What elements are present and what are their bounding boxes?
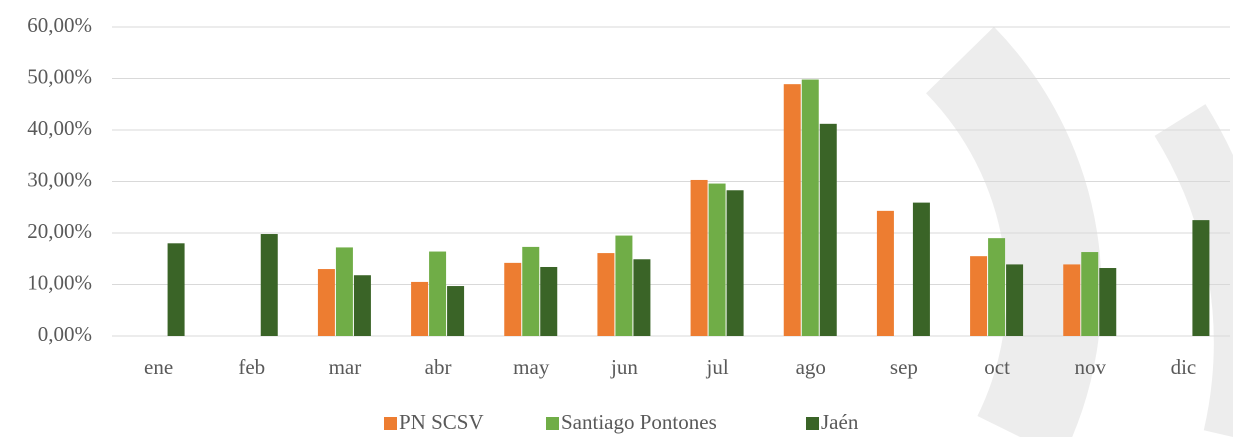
decoration xyxy=(1154,104,1233,437)
bar xyxy=(597,253,615,336)
x-tick-label: ago xyxy=(796,355,826,379)
bar xyxy=(690,179,708,336)
bar xyxy=(260,234,278,336)
bar xyxy=(1081,252,1099,336)
decoration xyxy=(925,26,1102,437)
bar xyxy=(447,286,465,336)
bar xyxy=(819,123,837,336)
bar xyxy=(970,256,988,336)
bar xyxy=(783,84,801,336)
legend-swatch xyxy=(806,417,819,430)
legend-swatch xyxy=(384,417,397,430)
x-tick-label: ene xyxy=(144,355,173,379)
x-tick-label: oct xyxy=(984,355,1010,379)
bar xyxy=(708,183,726,336)
bar xyxy=(876,210,894,336)
x-tick-label: abr xyxy=(425,355,452,379)
bar xyxy=(1099,268,1117,336)
bar xyxy=(1063,264,1081,336)
legend-label: Santiago Pontones xyxy=(561,410,717,434)
bar xyxy=(522,246,540,336)
bar xyxy=(504,262,522,336)
x-tick-label: jun xyxy=(610,355,638,379)
y-tick-label: 40,00% xyxy=(27,116,92,140)
x-tick-label: feb xyxy=(238,355,265,379)
x-tick-label: mar xyxy=(329,355,362,379)
x-tick-label: jul xyxy=(705,355,728,379)
bar xyxy=(912,202,930,336)
bar xyxy=(1006,264,1024,336)
bar xyxy=(411,281,429,336)
bar xyxy=(633,259,651,336)
y-tick-label: 60,00% xyxy=(27,13,92,37)
bar xyxy=(801,79,819,336)
bar xyxy=(615,235,633,336)
bar xyxy=(317,269,335,336)
legend-label: Jaén xyxy=(821,410,859,434)
bar xyxy=(353,275,371,336)
y-tick-label: 30,00% xyxy=(27,167,92,191)
x-tick-label: may xyxy=(513,355,550,379)
bar xyxy=(540,266,558,336)
bar xyxy=(429,251,447,336)
legend-label: PN SCSV xyxy=(399,410,484,434)
y-tick-label: 0,00% xyxy=(38,322,92,346)
bar xyxy=(988,238,1006,336)
y-tick-label: 20,00% xyxy=(27,219,92,243)
y-tick-label: 10,00% xyxy=(27,270,92,294)
bar xyxy=(335,247,353,336)
x-tick-label: dic xyxy=(1171,355,1197,379)
legend-swatch xyxy=(546,417,559,430)
bar xyxy=(167,243,185,336)
y-tick-label: 50,00% xyxy=(27,64,92,88)
bar xyxy=(1192,220,1210,336)
x-tick-label: nov xyxy=(1075,355,1107,379)
bar xyxy=(726,190,744,336)
x-tick-label: sep xyxy=(890,355,918,379)
